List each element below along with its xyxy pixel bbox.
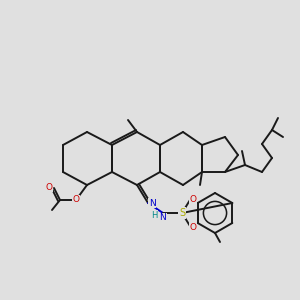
Text: N: N	[160, 214, 167, 223]
Text: O: O	[190, 194, 196, 203]
Text: O: O	[190, 223, 196, 232]
Text: O: O	[46, 182, 52, 191]
Text: S: S	[179, 208, 185, 218]
Text: N: N	[148, 199, 155, 208]
Text: H: H	[151, 211, 157, 220]
Text: O: O	[73, 196, 80, 205]
